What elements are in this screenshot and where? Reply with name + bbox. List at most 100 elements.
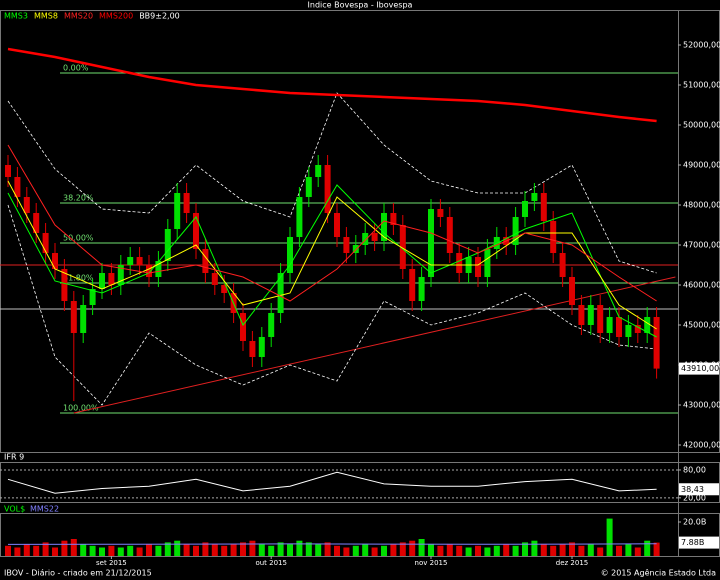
volume-bar (89, 545, 96, 556)
x-tick-label: dez 2015 (556, 559, 588, 567)
volume-bar (146, 544, 152, 556)
candle-body (418, 277, 425, 301)
legend-entry: MMS200 (99, 12, 133, 21)
volume-bar (23, 544, 30, 556)
volume-bar (305, 542, 312, 556)
volume-bar (164, 542, 171, 556)
candle-body (606, 317, 613, 333)
x-tick-label: nov 2015 (415, 559, 448, 567)
volume-bar (616, 545, 622, 556)
volume-bar (202, 542, 209, 556)
candle-body (42, 233, 49, 253)
candle-body (522, 201, 528, 217)
candle-body (52, 253, 58, 269)
volume-bar (493, 545, 500, 556)
volume-bar (287, 544, 293, 556)
volume-bar (334, 545, 340, 556)
legend-entry: BB9±2,00 (139, 12, 180, 21)
candle-body (644, 317, 651, 333)
candle-body (277, 273, 284, 313)
volume-bar (193, 545, 199, 556)
candle-body (653, 317, 660, 369)
fib-label: 100.00% (63, 404, 99, 413)
candle-body (550, 221, 557, 253)
volume-bar (371, 547, 378, 556)
candle-body (23, 197, 30, 213)
moving-average (7, 47, 657, 123)
volume-bar (644, 540, 651, 556)
volume-bar (99, 547, 105, 556)
candle-body (14, 177, 21, 197)
candle-body (33, 213, 40, 233)
bollinger-lower (7, 204, 657, 406)
candle-body (117, 265, 124, 285)
candle-body (89, 289, 96, 305)
candle-body (578, 305, 585, 325)
rsi-line (7, 471, 657, 494)
y-tick-label: 20.0B (683, 517, 706, 526)
candle-body (287, 237, 293, 273)
volume-bar (456, 545, 463, 556)
candle-body (174, 193, 181, 229)
candle-body (324, 165, 331, 213)
candle-body (305, 177, 312, 197)
volume-last-label: 7.88B (681, 538, 704, 547)
legend-entry: MMS20 (64, 12, 93, 21)
volume-bar (381, 545, 387, 556)
volume-bar (117, 547, 124, 556)
rsi-last-label: 38,43 (681, 485, 704, 494)
y-tick-label: 48000,00 (683, 201, 720, 210)
candle-body (146, 265, 152, 277)
volume-bar (33, 545, 40, 556)
moving-average (7, 184, 657, 338)
candle-body (409, 269, 416, 301)
volume-bar (550, 545, 557, 556)
fib-label: 50.00% (63, 234, 94, 243)
candle-body (352, 245, 359, 253)
y-tick-label: 80,00 (683, 465, 706, 474)
volume-average-legend: MMS22 (30, 505, 59, 514)
volume-bar (587, 544, 594, 556)
candle-body (587, 305, 594, 325)
candle-body (446, 217, 453, 253)
rsi-title: IFR 9 (4, 453, 24, 462)
candle-body (136, 257, 143, 265)
last-price-box (679, 362, 719, 375)
y-tick-label: 50000,00 (683, 121, 720, 130)
y-tick-label: 52000,00 (683, 41, 720, 50)
volume-bar (108, 545, 115, 556)
candle-body (625, 325, 632, 337)
volume-bar (268, 545, 275, 556)
candle-body (127, 257, 134, 265)
candle-body (371, 233, 378, 241)
candle-body (559, 253, 566, 277)
volume-bar (52, 547, 58, 556)
candle-body (334, 213, 340, 237)
y-tick-label: 43000,00 (683, 401, 720, 410)
candle-body (315, 165, 322, 177)
candle-body (597, 305, 604, 333)
volume-bar (409, 540, 416, 556)
volume-bar (559, 544, 566, 556)
candle-body (381, 213, 387, 241)
candle-body (155, 261, 162, 277)
y-tick-label: 47000,00 (683, 241, 720, 250)
volume-bar (211, 544, 218, 556)
candle-body (70, 301, 77, 333)
candle-body (343, 237, 350, 253)
y-tick-label: 49000,00 (683, 161, 720, 170)
candle-body (5, 165, 11, 177)
volume-bar (540, 544, 547, 556)
volume-bar (136, 547, 143, 556)
volume-bar (625, 544, 632, 556)
candle-body (249, 341, 256, 357)
y-tick-label: 42000,00 (683, 441, 720, 450)
volume-bar (362, 544, 369, 556)
volume-bar (634, 547, 641, 556)
candle-body (211, 273, 218, 285)
volume-bar (258, 544, 265, 556)
volume-bar (399, 542, 406, 556)
fib-label: 0.00% (63, 64, 89, 73)
volume-bar (446, 544, 453, 556)
